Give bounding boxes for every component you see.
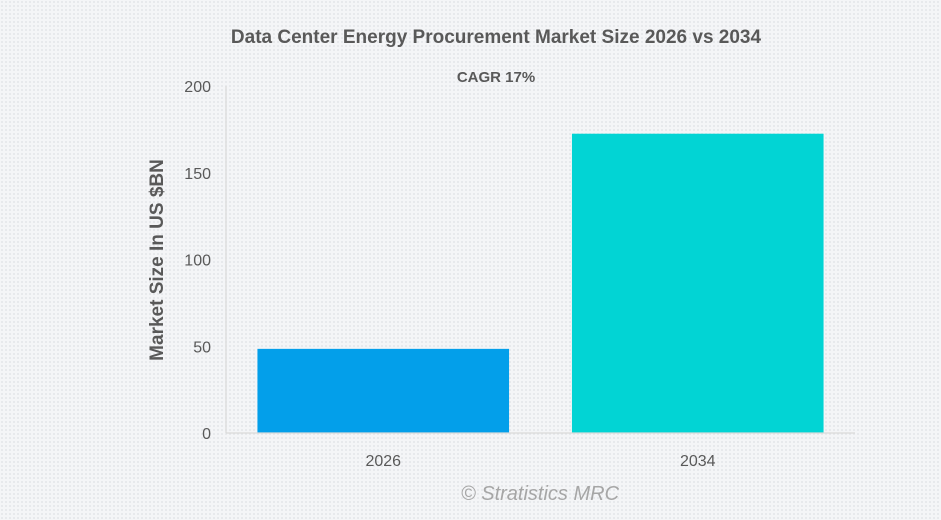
bars xyxy=(257,133,824,433)
chart-title: Data Center Energy Procurement Market Si… xyxy=(231,27,762,48)
x-axis-ticks: 2026 2034 xyxy=(365,453,715,470)
bar-2034 xyxy=(571,133,824,433)
y-tick-label: 50 xyxy=(193,339,211,356)
y-tick-label: 0 xyxy=(202,426,211,443)
bar-2026 xyxy=(257,348,510,433)
watermark: © Stratistics MRC xyxy=(461,483,620,505)
x-tick-label: 2026 xyxy=(365,453,401,470)
y-axis-label: Market Size In US $BN xyxy=(147,159,168,361)
y-tick-label: 200 xyxy=(184,79,211,96)
chart-subtitle-cagr: CAGR 17% xyxy=(457,69,535,86)
y-tick-label: 100 xyxy=(184,253,211,270)
x-tick-label: 2034 xyxy=(680,453,716,470)
y-tick-label: 150 xyxy=(184,166,211,183)
y-axis-ticks: 0 50 100 150 200 xyxy=(184,79,211,443)
